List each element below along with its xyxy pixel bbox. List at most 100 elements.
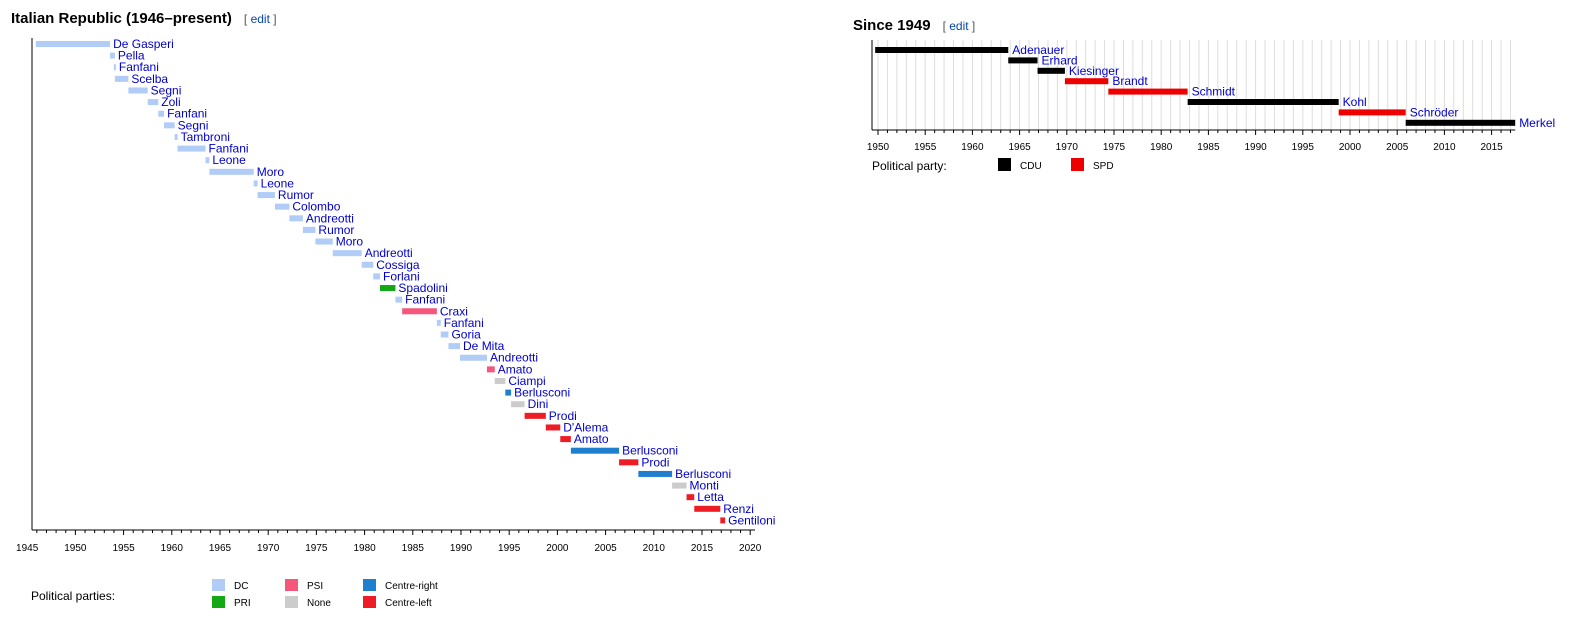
italy-bar-label: Goria <box>451 328 481 342</box>
italy-bar-label: Colombo <box>292 200 340 214</box>
italy-legend-label: DC <box>234 581 248 592</box>
italy-edit: [ edit ] <box>243 12 277 26</box>
italy-bar-label: Berlusconi <box>514 386 570 400</box>
italy-bar-label: Prodi <box>549 409 577 423</box>
italy-tick-label: 1995 <box>498 543 521 554</box>
germany-tick-label: 2010 <box>1433 142 1456 153</box>
italy-bar <box>505 389 512 396</box>
italy-bar-label: Craxi <box>440 304 468 318</box>
italy-bar <box>373 273 381 280</box>
germany-legend-swatch <box>998 158 1011 171</box>
italy-bar-label: De Mita <box>463 339 505 353</box>
italy-bar-label: Renzi <box>723 502 754 516</box>
italy-bar <box>440 331 449 338</box>
italy-bar <box>114 75 129 82</box>
italy-bar-label: Rumor <box>278 188 314 202</box>
italy-bar-label: Ciampi <box>508 374 545 388</box>
italy-bar <box>361 261 374 268</box>
germany-bar <box>1187 99 1339 105</box>
germany-bar <box>1008 57 1038 64</box>
italy-bar <box>402 308 437 315</box>
italy-tick-label: 1950 <box>64 543 87 554</box>
italy-bar <box>35 41 111 47</box>
italy-tick-label: 2010 <box>643 543 666 554</box>
italy-bar <box>570 447 620 454</box>
germany-tick-label: 1955 <box>914 142 937 153</box>
italy-tick-label: 1970 <box>257 543 280 554</box>
italy-bar <box>395 296 403 303</box>
germany-legend-swatch <box>1071 158 1084 171</box>
italy-tick-label: 1965 <box>209 543 232 554</box>
germany-tick-label: 1970 <box>1056 142 1079 153</box>
italy-bar-label: Letta <box>697 490 724 504</box>
italy-bar <box>257 192 275 199</box>
italy-bar-label: Fanfani <box>167 107 207 121</box>
italy-bar <box>686 494 695 501</box>
germany-edit-link[interactable]: edit <box>949 19 969 33</box>
italy-bar <box>494 377 506 384</box>
germany-bar-label: Erhard <box>1042 53 1078 67</box>
italy-bar-label: Forlani <box>383 269 420 283</box>
italy-bar-label: Andreotti <box>365 246 413 260</box>
italy-bar-label: D'Alema <box>563 420 608 434</box>
italy-bar-label: Fanfani <box>444 316 484 330</box>
italy-bar-label: Andreotti <box>490 351 538 365</box>
italy-tick-label: 1945 <box>16 543 39 554</box>
italy-bar-label: Moro <box>257 165 285 179</box>
germany-bar-label: Schmidt <box>1192 85 1236 99</box>
italy-legend-label: Centre-right <box>385 581 438 592</box>
italy-edit-link[interactable]: edit <box>250 12 270 26</box>
italy-bar-label: Dini <box>528 397 549 411</box>
italy-bar <box>110 52 115 59</box>
italy-legend-swatch <box>285 579 298 591</box>
germany-legend-label: CDU <box>1020 161 1042 172</box>
germany-tick-label: 1995 <box>1292 142 1315 153</box>
italy-bar <box>315 238 333 245</box>
germany-tick-label: 1965 <box>1008 142 1031 153</box>
germany-bar <box>875 47 1009 53</box>
italy-bar-label: Cossiga <box>376 258 420 272</box>
italy-bar-label: Leone <box>261 176 295 190</box>
italy-tick-label: 1955 <box>112 543 135 554</box>
italy-bar <box>511 401 525 408</box>
italy-bar-label: Gentiloni <box>728 513 775 527</box>
italy-bar-label: Scelba <box>131 72 168 86</box>
italy-bar-label: Zoli <box>161 95 180 109</box>
italy-bar <box>174 133 178 140</box>
germany-bar-label: Schröder <box>1410 105 1459 119</box>
italy-bar <box>524 412 546 419</box>
italy-bar-label: Berlusconi <box>622 444 678 458</box>
italy-bar-label: Segni <box>151 83 182 97</box>
germany-tick-label: 1990 <box>1244 142 1267 153</box>
italy-bar-label: Spadolini <box>398 281 447 295</box>
germany-bar <box>1108 88 1188 95</box>
italy-bar <box>289 215 303 222</box>
germany-legend-title: Political party: <box>872 159 947 173</box>
italy-bar-label: Amato <box>498 362 533 376</box>
germany-section-title: Since 1949 [ edit ] <box>853 17 975 34</box>
germany-edit: [ edit ] <box>942 19 976 33</box>
italy-bar <box>158 110 165 117</box>
germany-bar-label: Merkel <box>1519 116 1555 130</box>
italy-bar <box>545 424 561 431</box>
italy-bar-label: Fanfani <box>119 60 159 74</box>
germany-tick-label: 1950 <box>867 142 890 153</box>
italy-bar <box>672 482 687 489</box>
italy-bar <box>128 87 148 94</box>
germany-bar-label: Kohl <box>1343 95 1367 109</box>
germany-tick-label: 2015 <box>1480 142 1503 153</box>
italy-tick-label: 2020 <box>739 543 762 554</box>
italy-bar <box>694 505 721 512</box>
italy-legend-swatch <box>285 596 298 608</box>
germany-tick-label: 1985 <box>1197 142 1220 153</box>
italy-bar-label: Monti <box>690 479 719 493</box>
italy-bar <box>332 250 362 257</box>
italy-bar-label: Moro <box>336 235 364 249</box>
italy-bar-label: Leone <box>212 153 246 167</box>
germany-bar <box>1405 119 1516 126</box>
italy-bar <box>253 180 258 187</box>
germany-title: Since 1949 <box>853 17 931 34</box>
italy-bar-label: Tambroni <box>181 130 230 144</box>
italy-bar <box>436 319 441 326</box>
